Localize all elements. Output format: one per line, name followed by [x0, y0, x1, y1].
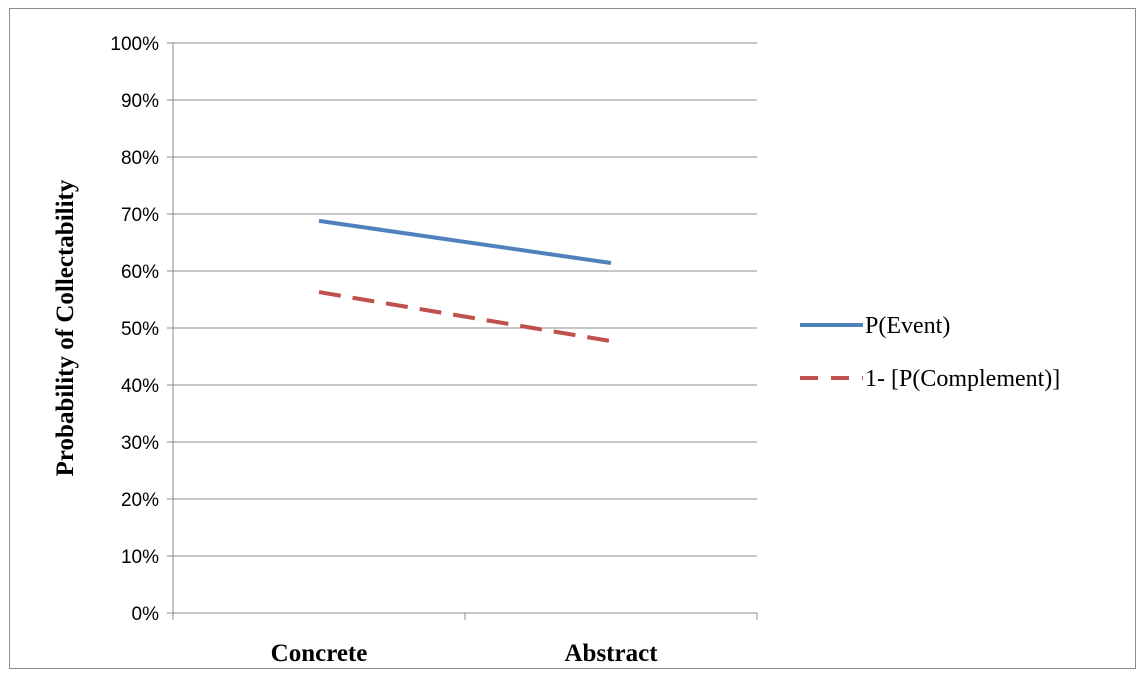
- y-tick-label: 70%: [121, 205, 159, 226]
- series-line-2: [318, 290, 612, 344]
- legend: P(Event) 1- [P(Complement)]: [800, 313, 1060, 392]
- legend-label: P(Event): [865, 313, 950, 339]
- chart-frame: [9, 8, 1136, 669]
- y-tick-label: 80%: [121, 148, 159, 169]
- legend-label: 1- [P(Complement)]: [865, 366, 1060, 392]
- y-tick-label: 90%: [121, 91, 159, 112]
- y-tick-label: 60%: [121, 262, 159, 283]
- x-category-label: Abstract: [564, 640, 658, 667]
- series-line-1: [318, 218, 612, 265]
- y-tick-labels: 0% 10% 20% 30% 40% 50% 60% 70% 80% 90% 100%: [110, 34, 159, 625]
- y-axis-label: Probability of Collectability: [52, 179, 79, 476]
- series-lines: [318, 218, 612, 344]
- y-tick-label: 100%: [110, 34, 159, 55]
- x-category-labels: Concrete Abstract: [271, 640, 659, 667]
- y-tick-label: 10%: [121, 547, 159, 568]
- x-category-label: Concrete: [271, 640, 368, 667]
- y-tick-label: 20%: [121, 490, 159, 511]
- axes: [167, 42, 758, 620]
- y-tick-label: 40%: [121, 376, 159, 397]
- y-tick-label: 30%: [121, 433, 159, 454]
- gridlines: [173, 42, 757, 557]
- y-tick-label: 50%: [121, 319, 159, 340]
- y-tick-label: 0%: [132, 604, 160, 625]
